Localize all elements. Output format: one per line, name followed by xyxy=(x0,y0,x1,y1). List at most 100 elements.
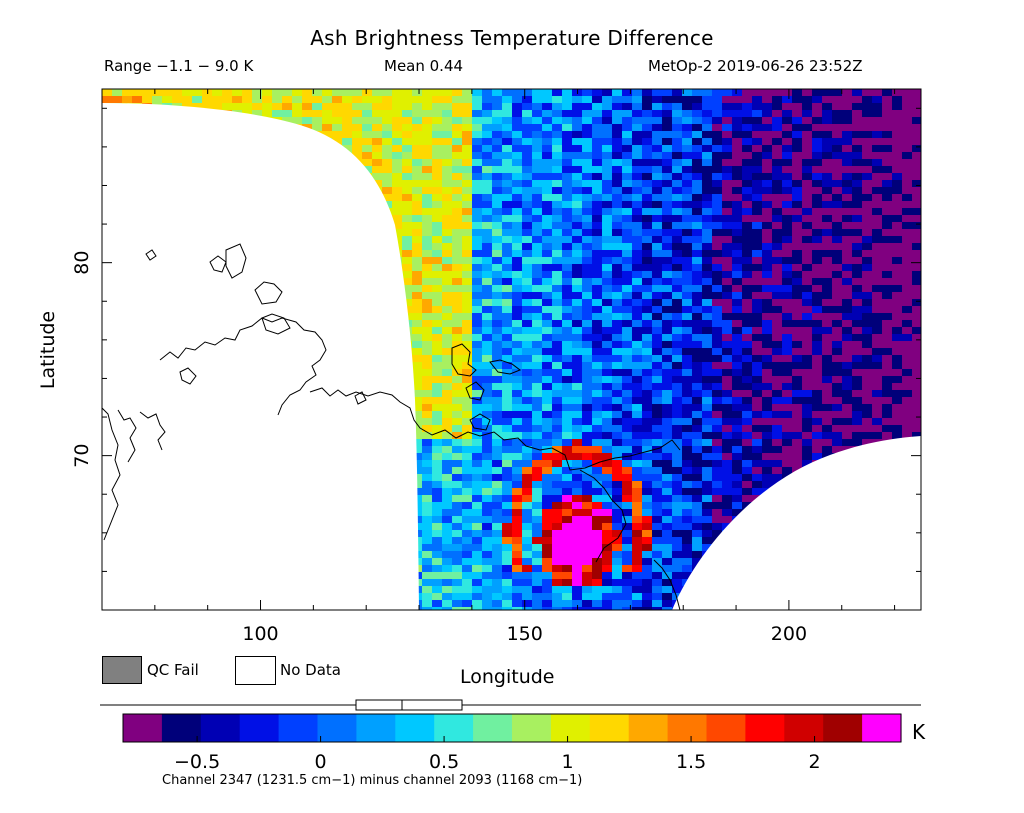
heatmap-cell xyxy=(362,152,372,159)
heatmap-cell xyxy=(572,397,582,404)
heatmap-cell xyxy=(782,271,792,278)
heatmap-cell xyxy=(402,201,412,208)
heatmap-cell xyxy=(802,446,812,453)
heatmap-cell xyxy=(672,257,682,264)
heatmap-cell xyxy=(542,187,552,194)
heatmap-cell xyxy=(722,495,732,502)
heatmap-cell xyxy=(682,411,692,418)
heatmap-cell xyxy=(612,110,622,117)
heatmap-cell xyxy=(842,390,852,397)
heatmap-cell xyxy=(892,187,902,194)
heatmap-cell xyxy=(542,460,552,467)
heatmap-cell xyxy=(802,201,812,208)
heatmap-cell xyxy=(682,110,692,117)
heatmap-cell xyxy=(842,173,852,180)
heatmap-cell xyxy=(402,229,412,236)
heatmap-cell xyxy=(452,418,462,425)
heatmap-cell xyxy=(732,215,742,222)
heatmap-cell xyxy=(472,397,482,404)
heatmap-cell xyxy=(432,509,442,516)
heatmap-cell xyxy=(502,194,512,201)
heatmap-cell xyxy=(732,292,742,299)
heatmap-cell xyxy=(722,404,732,411)
heatmap-cell xyxy=(742,110,752,117)
heatmap-cell xyxy=(482,110,492,117)
heatmap-cell xyxy=(652,509,662,516)
heatmap-cell xyxy=(602,131,612,138)
heatmap-cell xyxy=(492,404,502,411)
heatmap-cell xyxy=(452,152,462,159)
heatmap-cell xyxy=(622,236,632,243)
heatmap-cell xyxy=(572,103,582,110)
heatmap-cell xyxy=(622,124,632,131)
heatmap-cell xyxy=(502,418,512,425)
heatmap-cell xyxy=(262,89,272,96)
heatmap-cell xyxy=(502,320,512,327)
heatmap-cell xyxy=(872,418,882,425)
heatmap-cell xyxy=(602,201,612,208)
heatmap-cell xyxy=(742,446,752,453)
heatmap-cell xyxy=(612,236,622,243)
heatmap-cell xyxy=(202,96,212,103)
heatmap-cell xyxy=(662,474,672,481)
heatmap-cell xyxy=(402,173,412,180)
heatmap-cell xyxy=(842,187,852,194)
heatmap-cell xyxy=(452,404,462,411)
heatmap-cell xyxy=(452,208,462,215)
heatmap-cell xyxy=(422,397,432,404)
heatmap-cell xyxy=(422,285,432,292)
heatmap-cell xyxy=(762,131,772,138)
heatmap-cell xyxy=(512,397,522,404)
heatmap-cell xyxy=(892,383,902,390)
heatmap-cell xyxy=(182,89,192,96)
heatmap-cell xyxy=(732,138,742,145)
heatmap-cell xyxy=(722,306,732,313)
heatmap-cell xyxy=(542,404,552,411)
heatmap-cell xyxy=(882,103,892,110)
heatmap-cell xyxy=(432,96,442,103)
heatmap-cell xyxy=(572,138,582,145)
heatmap-cell xyxy=(502,229,512,236)
heatmap-cell xyxy=(582,173,592,180)
heatmap-cell xyxy=(612,250,622,257)
heatmap-cell xyxy=(442,117,452,124)
heatmap-cell xyxy=(882,425,892,432)
heatmap-cell xyxy=(482,180,492,187)
heatmap-cell xyxy=(452,159,462,166)
heatmap-cell xyxy=(412,215,422,222)
heatmap-cell xyxy=(742,292,752,299)
heatmap-cell xyxy=(702,488,712,495)
heatmap-cell xyxy=(472,327,482,334)
heatmap-cell xyxy=(612,166,622,173)
heatmap-cell xyxy=(722,229,732,236)
heatmap-cell xyxy=(822,292,832,299)
heatmap-cell xyxy=(482,285,492,292)
heatmap-cell xyxy=(542,124,552,131)
heatmap-cell xyxy=(822,152,832,159)
heatmap-cell xyxy=(682,341,692,348)
heatmap-cell xyxy=(562,397,572,404)
heatmap-cell xyxy=(492,110,502,117)
heatmap-cell xyxy=(912,236,921,243)
heatmap-cell xyxy=(782,110,792,117)
heatmap-cell xyxy=(832,432,842,439)
heatmap-cell xyxy=(812,257,822,264)
heatmap-cell xyxy=(652,173,662,180)
heatmap-cell xyxy=(532,299,542,306)
heatmap-cell xyxy=(652,390,662,397)
heatmap-cell xyxy=(912,334,921,341)
heatmap-cell xyxy=(582,488,592,495)
heatmap-cell xyxy=(882,306,892,313)
heatmap-cell xyxy=(612,215,622,222)
heatmap-cell xyxy=(442,439,452,446)
heatmap-cell xyxy=(522,117,532,124)
heatmap-cell xyxy=(792,404,802,411)
heatmap-cell xyxy=(502,334,512,341)
heatmap-cell xyxy=(902,145,912,152)
heatmap-cell xyxy=(432,152,442,159)
heatmap-cell xyxy=(892,320,902,327)
heatmap-cell xyxy=(822,278,832,285)
heatmap-cell xyxy=(372,159,382,166)
heatmap-cell xyxy=(442,467,452,474)
heatmap-cell xyxy=(742,467,752,474)
